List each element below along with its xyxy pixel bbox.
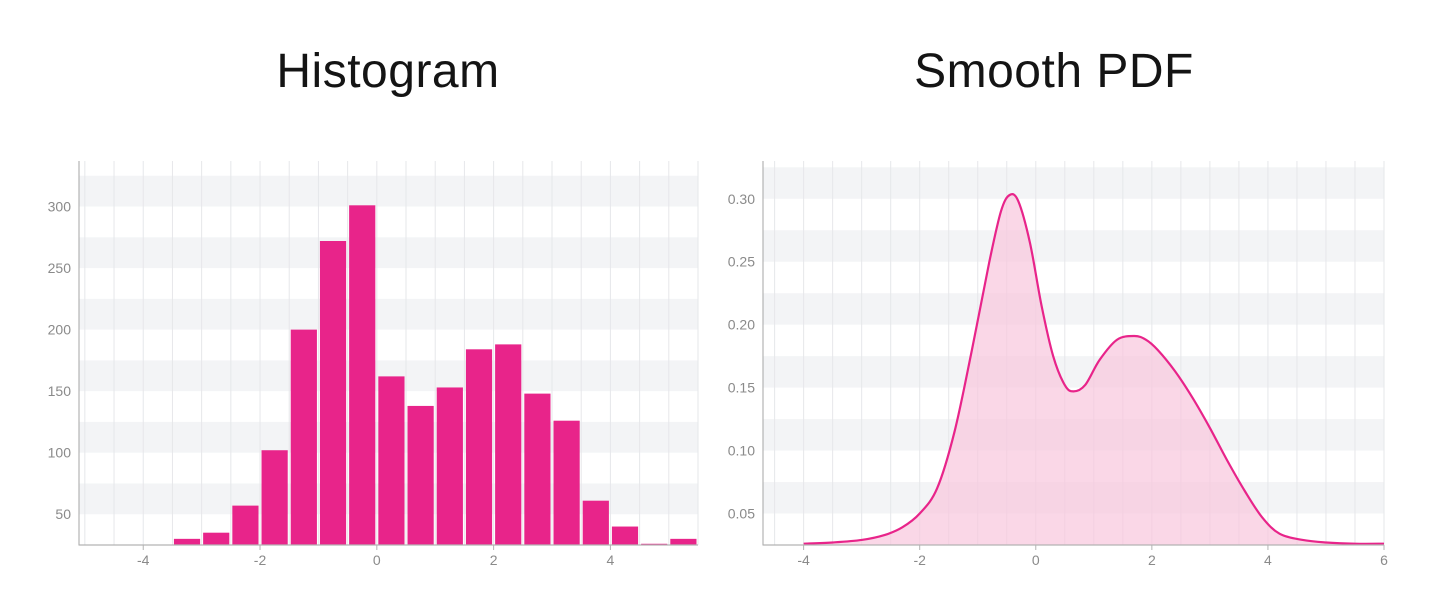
histogram-bar	[407, 405, 434, 545]
histogram-bar	[378, 376, 405, 545]
smooth-pdf-x-tick-label: -4	[797, 552, 810, 568]
smooth-pdf-grid-band	[763, 167, 1384, 199]
smooth-pdf-y-tick-label: 0.10	[728, 443, 755, 459]
smooth-pdf-grid-band	[763, 356, 1384, 388]
histogram-bar	[173, 538, 201, 545]
histogram-y-tick-label: 100	[48, 445, 72, 461]
smooth-pdf-chart: -4 -2 0 2 4 6 0.05 0.10 0.15 0.20 0.25 0.30	[728, 161, 1388, 568]
histogram-bar	[232, 505, 259, 545]
pdf-curve-line	[803, 193, 1385, 545]
histogram-chart: -4 -2 0 2 4 50 100 150 200 250 300	[48, 161, 699, 568]
histogram-bar	[436, 387, 463, 545]
histogram-bar	[582, 500, 609, 545]
smooth-pdf-x-tick-label: 4	[1264, 552, 1272, 568]
histogram-x-tick-label: -2	[254, 552, 267, 568]
histogram-bar	[670, 538, 697, 545]
smooth-pdf-y-tick-label: 0.15	[728, 380, 755, 396]
histogram-grid-band	[79, 175, 698, 207]
histogram-bar	[261, 450, 288, 545]
smooth-pdf-y-tick-label: 0.30	[728, 191, 755, 207]
histogram-x-tick-label: 0	[373, 552, 381, 568]
smooth-pdf-y-tick-label: 0.20	[728, 317, 755, 333]
smooth-pdf-grid-band	[763, 293, 1384, 325]
histogram-bar	[611, 526, 639, 545]
histogram-x-tick-label: 2	[490, 552, 498, 568]
histogram-bar	[290, 329, 317, 545]
smooth-pdf-x-tick-label: 2	[1148, 552, 1156, 568]
histogram-bar	[553, 420, 580, 545]
histogram-bar	[349, 205, 376, 546]
smooth-pdf-grid-band	[763, 230, 1384, 262]
histogram-bar	[641, 543, 668, 545]
histogram-bar	[495, 344, 522, 545]
histogram-bar	[203, 532, 230, 545]
histogram-grid-band	[79, 298, 698, 330]
histogram-y-tick-label: 50	[55, 506, 71, 522]
histogram-title: Histogram	[276, 45, 500, 98]
histogram-y-tick-label: 150	[48, 383, 72, 399]
histogram-y-tick-label: 200	[48, 322, 72, 338]
histogram-grid-band	[79, 237, 698, 269]
histogram-y-tick-label: 300	[48, 199, 72, 215]
histogram-bar	[319, 241, 347, 545]
smooth-pdf-x-tick-label: 0	[1032, 552, 1040, 568]
smooth-pdf-title: Smooth PDF	[914, 45, 1194, 98]
histogram-x-tick-label: -4	[137, 552, 150, 568]
histogram-bar	[524, 393, 551, 545]
smooth-pdf-y-tick-label: 0.05	[728, 506, 755, 522]
histogram-bar	[465, 349, 493, 545]
histogram-y-tick-label: 250	[48, 260, 72, 276]
smooth-pdf-x-tick-label: 6	[1380, 552, 1388, 568]
smooth-pdf-x-tick-label: -2	[913, 552, 926, 568]
smooth-pdf-y-tick-label: 0.25	[728, 254, 755, 270]
histogram-x-tick-label: 4	[607, 552, 615, 568]
